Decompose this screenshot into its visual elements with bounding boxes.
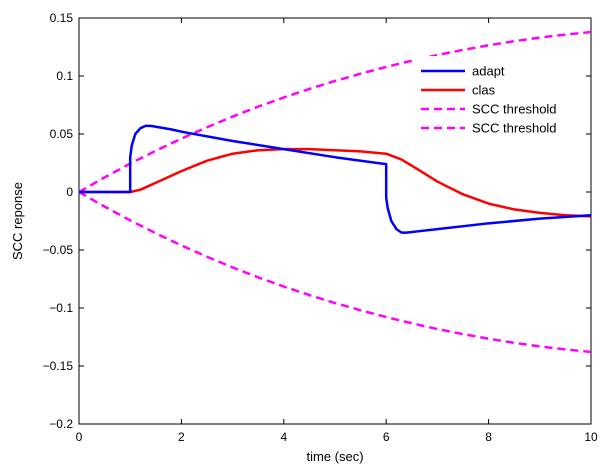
y-tick-label: −0.15	[43, 359, 74, 373]
x-tick-label: 10	[584, 430, 598, 444]
legend-label-3: SCC threshold	[472, 121, 557, 136]
series-line-0	[79, 124, 592, 234]
series-line-3	[78, 190, 592, 354]
x-tick-label: 6	[383, 430, 390, 444]
axis-ticks: 0 2 4 6 8 10 −0.2 −0.15 −0.1 −0.05 0 0.05 0.1 0.15	[43, 11, 598, 444]
y-tick-label: 0.15	[50, 11, 74, 25]
series-line-1	[79, 147, 592, 218]
x-tick-label: 8	[485, 430, 492, 444]
legend: adapt clas SCC threshold SCC threshold	[413, 56, 583, 147]
x-tick-label: 0	[76, 430, 83, 444]
y-tick-label: −0.2	[49, 417, 73, 431]
y-tick-label: 0	[66, 185, 73, 199]
legend-label-1: clas	[472, 83, 496, 98]
y-tick-label: −0.1	[49, 301, 73, 315]
series-lines	[78, 30, 592, 354]
x-tick-label: 2	[178, 430, 185, 444]
x-tick-label: 4	[280, 430, 287, 444]
y-tick-label: −0.05	[43, 243, 74, 257]
legend-label-2: SCC threshold	[472, 102, 557, 117]
y-axis-label: SCC reponse	[10, 182, 25, 260]
y-tick-label: 0.05	[50, 127, 74, 141]
y-tick-label: 0.1	[56, 69, 73, 83]
series-line-2	[78, 30, 592, 194]
x-axis-label: time (sec)	[306, 449, 363, 464]
legend-label-0: adapt	[472, 64, 505, 79]
